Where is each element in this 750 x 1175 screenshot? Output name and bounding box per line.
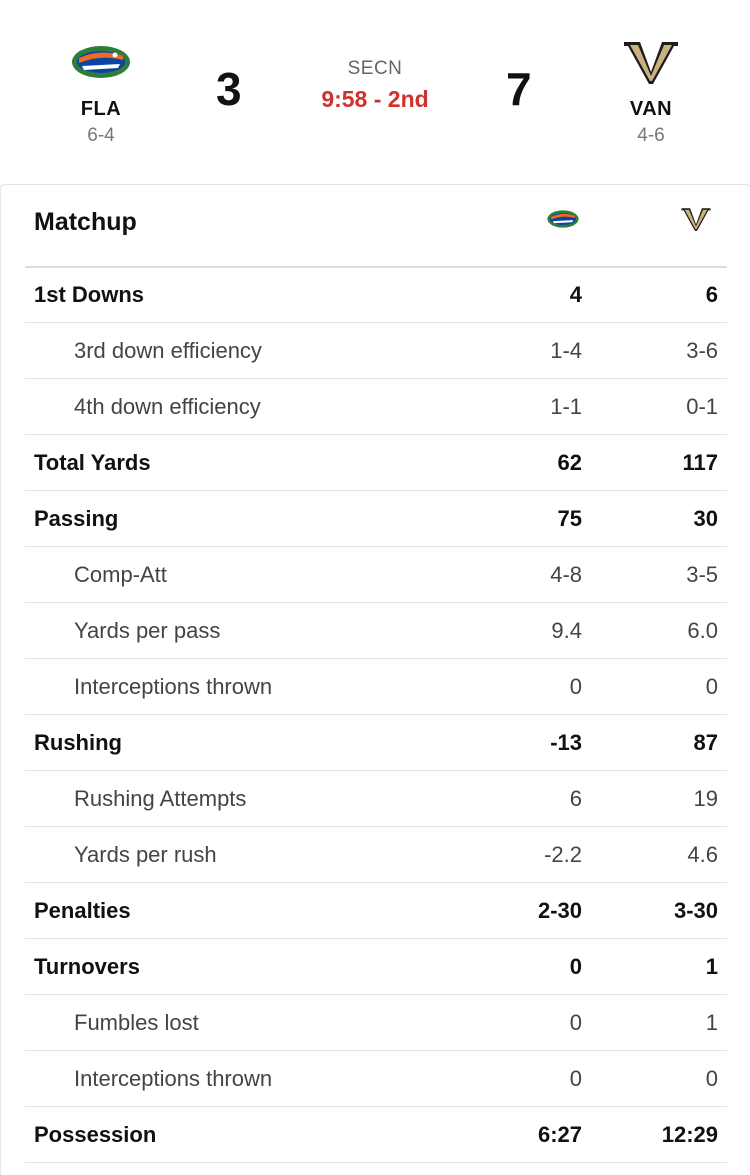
- network-label: SECN: [347, 58, 403, 79]
- away-stat-value: 1: [705, 1010, 718, 1035]
- home-stat-value: 2-30: [537, 898, 582, 923]
- stat-row: Yards per pass 9.4 6.0: [25, 603, 727, 659]
- stat-row: Penalties 2-30 3-30: [25, 883, 727, 939]
- stats-table: 1st Downs 4 6 3rd down efficiency 1-4 3-6 4th …: [25, 267, 727, 1163]
- home-stat-value: 6: [569, 786, 582, 811]
- home-abbr: FLA: [80, 98, 122, 120]
- away-stat-value: 3-6: [686, 338, 718, 363]
- away-stat-value: 3-30: [673, 898, 718, 923]
- away-stat-value: 0-1: [686, 394, 718, 419]
- home-team[interactable]: FLA 6-4: [41, 36, 161, 147]
- away-stat-value: 0: [705, 674, 718, 699]
- stat-label: Total Yards: [34, 450, 151, 475]
- stat-label: Fumbles lost: [74, 1010, 199, 1035]
- away-score: 7: [506, 63, 532, 115]
- home-stat-value: 4: [569, 282, 582, 307]
- stat-label: Penalties: [34, 898, 131, 923]
- stat-row: Rushing -13 87: [25, 715, 727, 771]
- home-stat-value: 1-1: [550, 394, 582, 419]
- home-stat-value: -2.2: [544, 842, 582, 867]
- stat-label: Passing: [34, 506, 119, 531]
- home-stat-value: 0: [569, 674, 582, 699]
- home-stat-value: 0: [569, 954, 582, 979]
- stat-row: Turnovers 0 1: [25, 939, 727, 995]
- stat-label: 4th down efficiency: [74, 394, 261, 419]
- stat-label: Turnovers: [34, 954, 140, 979]
- stat-label: 1st Downs: [34, 282, 145, 307]
- vanderbilt-v-logo-icon: [681, 208, 711, 231]
- stat-label: Comp-Att: [74, 562, 167, 587]
- gator-logo-icon: [547, 210, 579, 228]
- home-stat-value: 62: [557, 450, 582, 475]
- home-score: 3: [216, 63, 242, 115]
- stat-row: Passing 75 30: [25, 491, 727, 547]
- stat-label: Yards per rush: [74, 842, 217, 867]
- home-stat-value: 1-4: [550, 338, 582, 363]
- home-stat-value: 0: [569, 1010, 582, 1035]
- stat-row: Fumbles lost 0 1: [25, 995, 727, 1051]
- home-stat-value: 75: [557, 506, 582, 531]
- stat-row: Comp-Att 4-8 3-5: [25, 547, 727, 603]
- matchup-header: Matchup: [25, 185, 727, 268]
- stat-row: Yards per rush -2.2 4.6: [25, 827, 727, 883]
- stat-label: Rushing Attempts: [74, 786, 247, 811]
- stat-label: Possession: [34, 1122, 157, 1147]
- home-record: 6-4: [87, 125, 115, 146]
- game-clock: 9:58 - 2nd: [321, 86, 429, 112]
- stat-row: Possession 6:27 12:29: [25, 1107, 727, 1163]
- away-stat-value: 1: [705, 954, 718, 979]
- gator-logo-icon: [72, 46, 130, 78]
- stat-label: 3rd down efficiency: [74, 338, 262, 363]
- stat-row: Interceptions thrown 0 0: [25, 1051, 727, 1107]
- scoreboard-header: FLA 6-4 3 SECN 9:58 - 2nd 7 VAN 4-6: [0, 0, 750, 184]
- away-record: 4-6: [637, 125, 665, 146]
- stat-row: Interceptions thrown 0 0: [25, 659, 727, 715]
- stat-label: Rushing: [34, 730, 122, 755]
- stat-row: 3rd down efficiency 1-4 3-6: [25, 323, 727, 379]
- stat-label: Interceptions thrown: [74, 674, 273, 699]
- away-stat-value: 87: [693, 730, 718, 755]
- matchup-card: Matchup 1st Downs 4 6 3rd down efficiency 1-…: [0, 184, 750, 1175]
- stat-row: 4th down efficiency 1-1 0-1: [25, 379, 727, 435]
- away-stat-value: 117: [682, 450, 719, 475]
- away-stat-value: 6.0: [687, 618, 718, 643]
- away-stat-value: 6: [705, 282, 718, 307]
- away-stat-value: 19: [693, 786, 718, 811]
- stat-label: Interceptions thrown: [74, 1066, 273, 1091]
- away-stat-value: 3-5: [686, 562, 718, 587]
- stat-label: Yards per pass: [74, 618, 221, 643]
- home-stat-value: 9.4: [551, 618, 582, 643]
- away-team[interactable]: VAN 4-6: [591, 36, 711, 147]
- away-stat-value: 4.6: [687, 842, 718, 867]
- home-stat-value: 4-8: [550, 562, 582, 587]
- matchup-title: Matchup: [34, 208, 137, 236]
- stat-row: Total Yards 62 117: [25, 435, 727, 491]
- home-stat-value: 6:27: [537, 1122, 582, 1147]
- away-abbr: VAN: [629, 98, 673, 120]
- home-stat-value: 0: [569, 1066, 582, 1091]
- away-stat-value: 30: [693, 506, 718, 531]
- away-stat-value: 0: [705, 1066, 718, 1091]
- stat-row: Rushing Attempts 6 19: [25, 771, 727, 827]
- vanderbilt-v-logo-icon: [624, 42, 678, 84]
- stat-row: 1st Downs 4 6: [25, 267, 727, 323]
- away-stat-value: 12:29: [661, 1122, 718, 1147]
- home-stat-value: -13: [550, 730, 582, 755]
- game-status: SECN 9:58 - 2nd: [275, 58, 475, 113]
